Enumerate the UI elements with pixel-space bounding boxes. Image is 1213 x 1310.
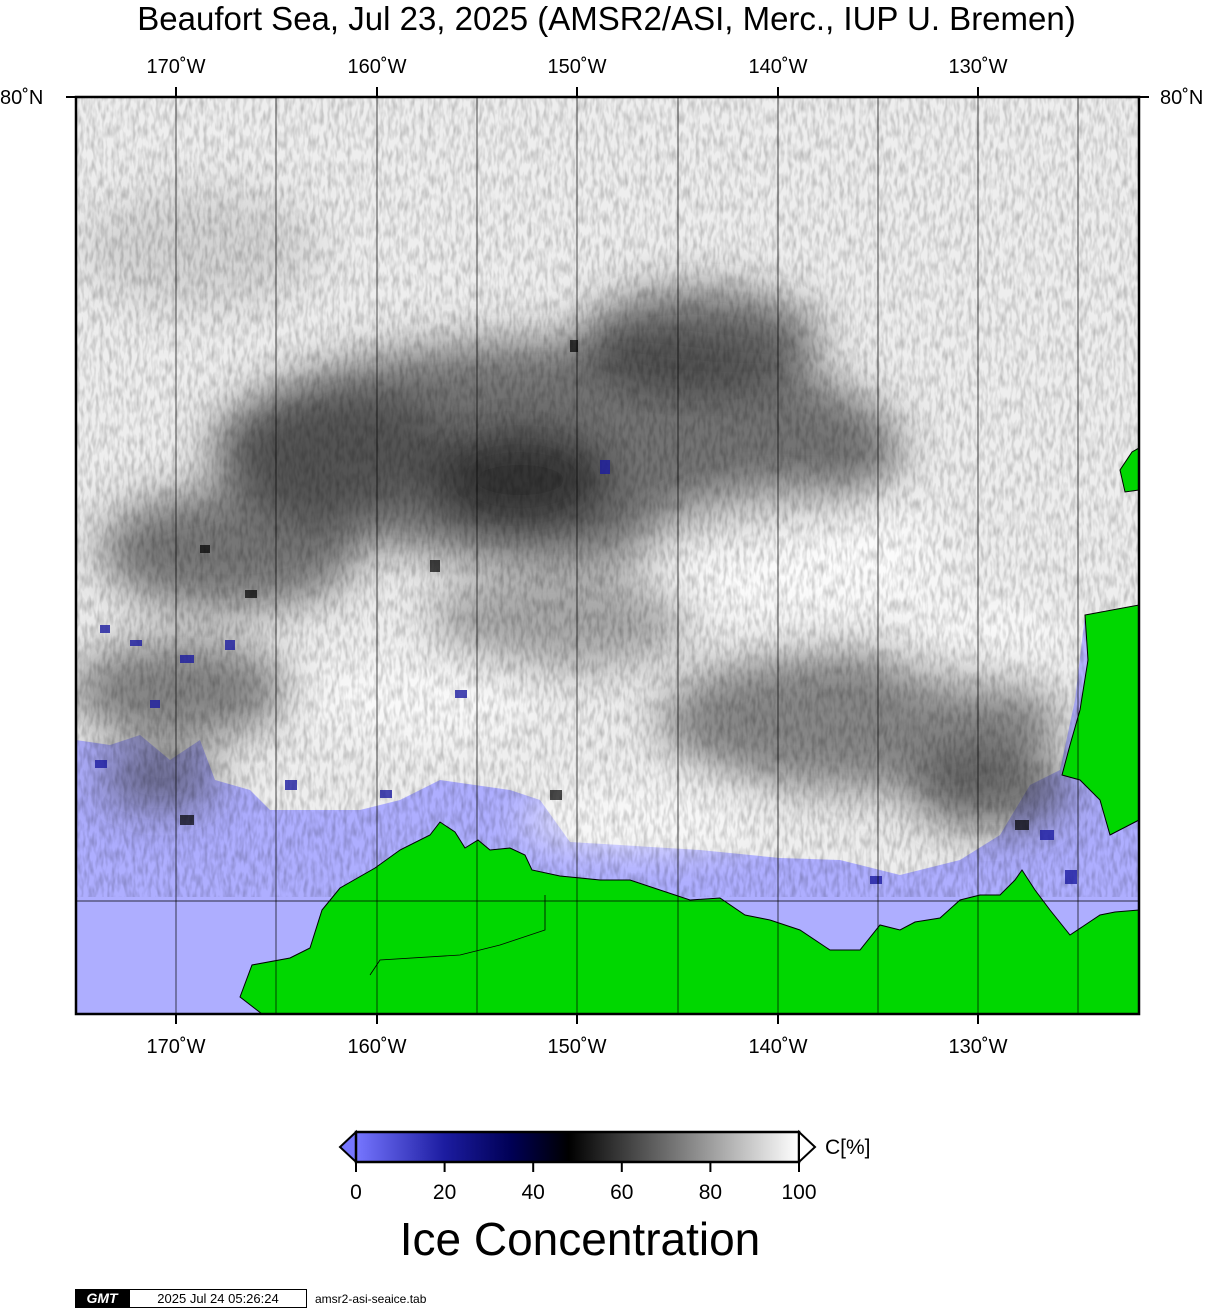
lon-label-top-150w: 150˚W [547, 56, 607, 78]
lon-label-bottom-130w: 130˚W [948, 1036, 1008, 1058]
colorbar-low-triangle [338, 1129, 357, 1165]
lon-label-top-130w: 130˚W [948, 56, 1008, 78]
map-title: Beaufort Sea, Jul 23, 2025 (AMSR2/ASI, M… [137, 0, 1076, 37]
lon-label-bottom-140w: 140˚W [748, 1036, 808, 1058]
lat-label-left-80n: 80˚N [0, 87, 44, 109]
gmt-logo: GMT [75, 1289, 129, 1308]
lon-label-bottom-150w: 150˚W [547, 1036, 607, 1058]
graticule [76, 97, 1139, 1014]
border-alaska-canada [369, 895, 546, 976]
footer-filename: amsr2-asi-seaice.tab [315, 1292, 427, 1306]
colorbar-tick-label: 0 [350, 1181, 362, 1204]
lon-label-top-140w: 140˚W [748, 56, 808, 78]
land-banks-island [1061, 604, 1139, 836]
colorbar-title: Ice Concentration [399, 1213, 761, 1265]
map-frame [74, 95, 1141, 1016]
map-content [76, 97, 1139, 1014]
colorbar-bar [354, 1130, 801, 1164]
lon-label-bottom-160w: 160˚W [347, 1036, 407, 1058]
lon-label-bottom-170w: 170˚W [146, 1036, 206, 1058]
colorbar-tick-label: 40 [521, 1181, 545, 1204]
colorbar-tick-label: 80 [698, 1181, 723, 1204]
footer-timestamp: 2025 Jul 24 05:26:24 [129, 1289, 307, 1308]
frame-ticks [66, 87, 1149, 1024]
colorbar-high-triangle [798, 1129, 817, 1165]
sea-ice-field [76, 97, 1139, 897]
lon-label-top-160w: 160˚W [347, 56, 407, 78]
colorbar-tick-label: 100 [781, 1181, 817, 1204]
land [239, 447, 1139, 1014]
colorbar-unit: C[%] [825, 1136, 871, 1159]
colorbar-tick-label: 20 [432, 1181, 457, 1204]
lon-label-top-170w: 170˚W [146, 56, 206, 78]
colorbar-tick-label: 60 [610, 1181, 634, 1204]
land-prince-patrick-island [1119, 447, 1139, 493]
lat-label-right-80n: 80˚N [1160, 87, 1204, 109]
colorbar-ticks [355, 1162, 800, 1172]
colorbar [338, 1129, 817, 1172]
land-alaska-yukon [239, 821, 1139, 1014]
